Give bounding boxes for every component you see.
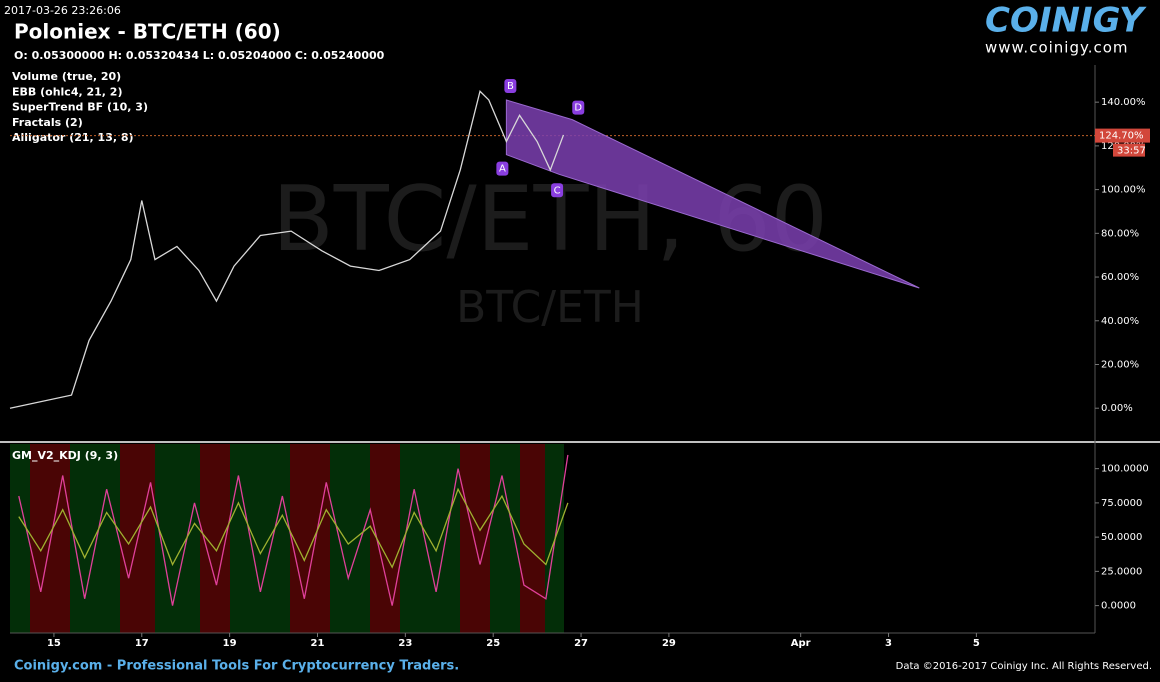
y-tick-label: 60.00% (1101, 272, 1139, 283)
x-tick-label: 25 (486, 638, 500, 649)
indicator-label: SuperTrend BF (10, 3) (12, 101, 148, 114)
last-price-label: 124.70% (1099, 131, 1144, 142)
indicator-label: Alligator (21, 13, 8) (12, 131, 134, 144)
x-tick-label: 5 (973, 638, 980, 649)
band (520, 444, 545, 633)
panel-title: GM_V2_KDJ (9, 3) (12, 449, 118, 462)
pattern-label: B (507, 81, 514, 92)
pattern-wedge (505, 99, 920, 289)
pattern-label: D (574, 103, 582, 114)
y-tick-label: 0.00% (1101, 403, 1133, 414)
band (370, 444, 400, 633)
x-tick-label: 29 (662, 638, 676, 649)
x-tick-label: 27 (574, 638, 588, 649)
y-tick-label: 40.00% (1101, 316, 1139, 327)
band (30, 444, 70, 633)
y-tick-label: 100.0000 (1101, 464, 1149, 475)
series-line (18, 487, 569, 569)
y-tick-label: 50.0000 (1101, 532, 1142, 543)
footer-left: Coinigy.com - Professional Tools For Cry… (14, 659, 459, 674)
x-tick-label: 21 (311, 638, 325, 649)
band (460, 444, 490, 633)
x-tick-label: 19 (223, 638, 237, 649)
indicator-label: Fractals (2) (12, 116, 83, 129)
x-tick-label: 15 (47, 638, 61, 649)
pattern-point (496, 161, 509, 176)
logo: COINIGY (985, 1, 1147, 41)
footer-right: Data ©2016-2017 Coinigy Inc. All Rights … (896, 661, 1152, 672)
x-tick-label: 17 (135, 638, 149, 649)
pattern-point (551, 183, 564, 198)
x-tick-label: Apr (791, 638, 811, 649)
indicator-label: EBB (ohlc4, 21, 2) (12, 85, 122, 98)
timestamp: 2017-03-26 23:26:06 (4, 4, 121, 17)
pattern-label: A (499, 164, 506, 175)
site: www.coinigy.com (985, 39, 1129, 57)
watermark-sub: BTC/ETH (456, 282, 644, 333)
y-tick-label: 75.0000 (1101, 498, 1142, 509)
y-tick-label: 140.00% (1101, 97, 1146, 108)
countdown: 33:57 (1117, 146, 1146, 157)
x-tick-label: 23 (398, 638, 412, 649)
pattern-point (572, 100, 585, 115)
series-line (9, 89, 565, 409)
kdj-background (10, 444, 564, 633)
y-tick-label: 80.00% (1101, 228, 1139, 239)
band (200, 444, 230, 633)
chart-title: Poloniex - BTC/ETH (60) (14, 20, 281, 44)
y-tick-label: 25.0000 (1101, 566, 1142, 577)
x-tick-label: 3 (885, 638, 892, 649)
countdown-box (1113, 143, 1145, 157)
y-tick-label: 20.00% (1101, 359, 1139, 370)
series-line (18, 454, 569, 606)
y-tick-label: 100.00% (1101, 185, 1146, 196)
last-price-box (1095, 128, 1150, 143)
indicator-label: Volume (true, 20) (12, 70, 121, 83)
pattern-label: C (554, 185, 561, 196)
band (290, 444, 330, 633)
y-tick-label: 0.0000 (1101, 601, 1136, 612)
pattern-point (504, 78, 517, 93)
ohlc: O: 0.05300000 H: 0.05320434 L: 0.0520400… (14, 49, 385, 62)
